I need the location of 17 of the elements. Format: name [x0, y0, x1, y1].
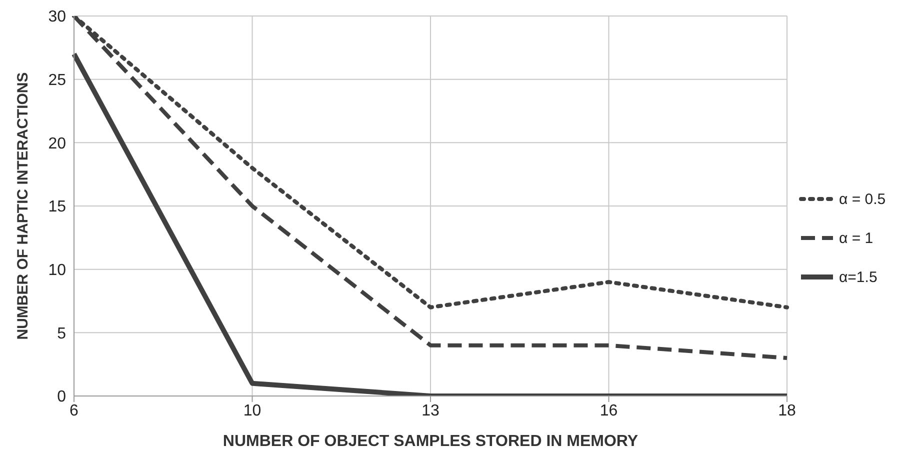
legend-label: α = 1: [839, 230, 874, 246]
x-tick-label: 16: [600, 402, 618, 420]
y-tick-label: 5: [57, 325, 66, 342]
y-tick-label: 0: [57, 388, 66, 406]
x-tick-label: 18: [778, 402, 796, 420]
y-tick-label: 30: [48, 8, 66, 26]
legend-label: α = 0.5: [839, 190, 886, 208]
y-axis-title: NUMBER OF HAPTIC INTERACTIONS: [14, 72, 32, 340]
x-axis-title: NUMBER OF OBJECT SAMPLES STORED IN MEMORY: [222, 433, 638, 450]
y-tick-label: 20: [48, 135, 66, 152]
y-tick-label: 15: [48, 198, 66, 216]
x-tick-label: 10: [243, 402, 262, 420]
legend-label: α=1.5: [839, 268, 878, 286]
y-tick-label: 10: [48, 262, 66, 280]
x-tick-label: 6: [70, 402, 79, 420]
y-tick-label: 25: [48, 72, 66, 90]
x-tick-label: 13: [422, 402, 440, 420]
